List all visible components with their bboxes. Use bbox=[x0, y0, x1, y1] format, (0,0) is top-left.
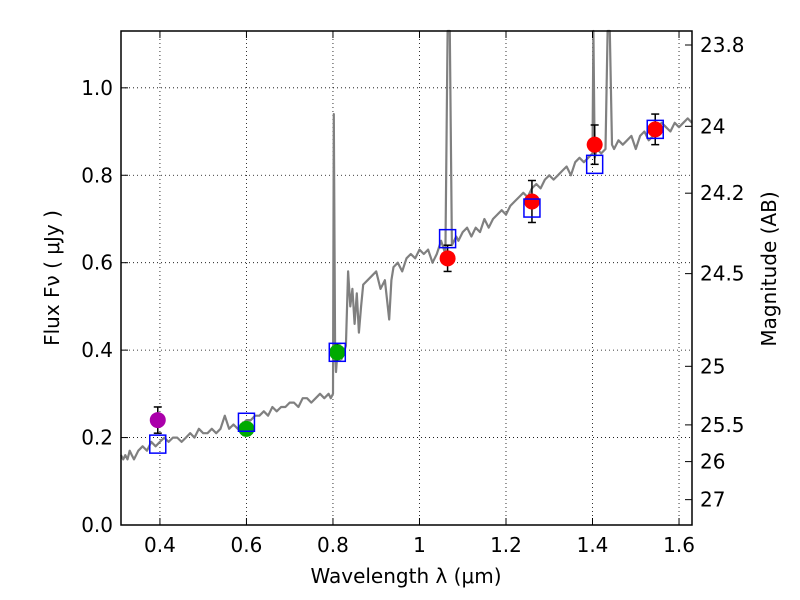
x-tick-label: 1.6 bbox=[663, 533, 695, 557]
y-axis-label: Flux Fν ( μJy ) bbox=[40, 210, 64, 346]
y-tick-label: 0.8 bbox=[81, 163, 113, 187]
model-square-marker bbox=[328, 342, 347, 363]
x-axis-label: Wavelength λ (μm) bbox=[310, 564, 501, 588]
y2-axis-label: Magnitude (AB) bbox=[757, 191, 781, 346]
y2-tick-label: 23.8 bbox=[700, 33, 745, 57]
x-tick-label: 1 bbox=[413, 533, 426, 557]
y-tick-label: 1.0 bbox=[81, 76, 113, 100]
model-spectrum bbox=[120, 29, 693, 461]
observed-point bbox=[149, 412, 166, 429]
spectrum-line bbox=[120, 29, 693, 461]
y-tick-label: 0.6 bbox=[81, 251, 113, 275]
observed-point bbox=[586, 136, 603, 153]
observed-point bbox=[439, 250, 456, 267]
observed-point bbox=[523, 193, 540, 210]
y-tick-label: 0.4 bbox=[81, 338, 113, 362]
y-tick-label: 0.2 bbox=[81, 426, 113, 450]
y2-tick-label: 25.5 bbox=[700, 413, 745, 437]
model-square-marker bbox=[438, 228, 457, 249]
x-tick-label: 0.4 bbox=[144, 533, 176, 557]
y-tick-label: 0.0 bbox=[81, 513, 113, 537]
y2-tick-label: 25 bbox=[700, 354, 725, 378]
model-square-marker bbox=[523, 198, 541, 218]
model-square-marker bbox=[149, 434, 167, 454]
x-tick-label: 0.6 bbox=[231, 533, 263, 557]
x-tick-label: 1.2 bbox=[490, 533, 522, 557]
observed-point bbox=[329, 344, 346, 361]
photometry-points bbox=[149, 113, 664, 454]
x-tick-label: 1.4 bbox=[577, 533, 609, 557]
observed-point bbox=[238, 420, 255, 437]
axis-ticks: 0.4 0.6 0.8 1 1.2 1.4 1.6 0.0 0.2 0.4 0.6 0.8 1.0 23.… bbox=[81, 31, 745, 557]
plot-frame bbox=[120, 30, 693, 526]
y2-tick-label: 24.5 bbox=[700, 262, 745, 286]
y2-tick-label: 24 bbox=[700, 114, 725, 138]
model-square-marker bbox=[237, 412, 256, 433]
y2-tick-label: 24.2 bbox=[700, 181, 745, 205]
observed-point bbox=[647, 121, 664, 138]
model-square-marker bbox=[585, 154, 604, 175]
model-square-marker bbox=[646, 119, 664, 140]
y2-tick-label: 26 bbox=[700, 450, 725, 474]
y2-tick-label: 27 bbox=[700, 488, 725, 512]
x-tick-label: 0.8 bbox=[317, 533, 349, 557]
